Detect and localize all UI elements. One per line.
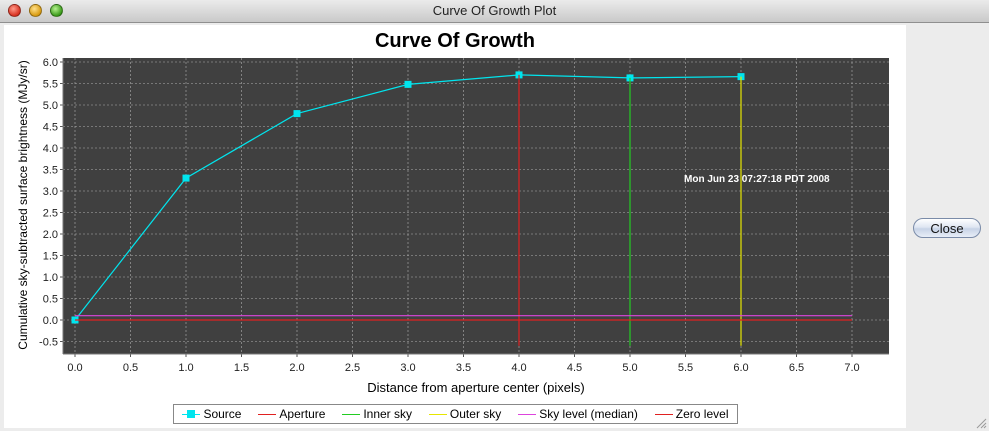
- x-tick-label: 7.0: [844, 362, 859, 374]
- x-tick-label: 6.0: [733, 362, 748, 374]
- axes: 0.0 0.5 1.0 1.5 2.0 2.5 3.0 3.5 4.0 4.5 5.0 5.5 6.0 6…: [39, 57, 889, 374]
- y-tick-label: 5.0: [43, 100, 58, 112]
- y-tick-label: 0.0: [43, 315, 58, 327]
- y-tick-label: 4.0: [43, 143, 58, 155]
- legend-label: Outer sky: [449, 407, 502, 421]
- y-tick-label: 2.5: [43, 208, 58, 220]
- y-tick-label: 0.5: [43, 294, 58, 306]
- x-tick-label: 3.0: [400, 362, 415, 374]
- chart-legend: Source Aperture Inner sky Outer sky Sky leve…: [173, 404, 738, 424]
- window-close-icon[interactable]: [8, 4, 21, 17]
- y-tick-label: 1.0: [43, 272, 58, 284]
- y-tick-label: 3.0: [43, 186, 58, 198]
- y-tick-label: 5.5: [43, 79, 58, 91]
- x-tick-label: 0.0: [67, 362, 82, 374]
- legend-symbol-icon: [342, 409, 361, 419]
- legend-label: Zero level: [675, 407, 729, 421]
- x-tick-label: 2.0: [289, 362, 304, 374]
- legend-item-zero-level: Zero level: [654, 407, 729, 421]
- y-tick-label: 4.5: [43, 122, 58, 134]
- x-tick-label: 2.5: [345, 362, 360, 374]
- window-titlebar: Curve Of Growth Plot: [0, 0, 989, 23]
- x-tick-label: 4.0: [511, 362, 526, 374]
- chart-title: Curve Of Growth: [375, 30, 535, 52]
- legend-label: Source: [203, 407, 242, 421]
- y-tick-label: 3.5: [43, 165, 58, 177]
- legend-item-outer-sky: Outer sky: [428, 407, 502, 421]
- x-axis-label: Distance from aperture center (pixels): [367, 380, 584, 395]
- x-tick-label: 5.0: [622, 362, 637, 374]
- plot-area: [63, 58, 889, 354]
- x-tick-label: 6.5: [789, 362, 804, 374]
- y-tick-label: 1.5: [43, 251, 58, 263]
- legend-symbol-icon: [258, 409, 277, 419]
- x-tick-label: 5.5: [678, 362, 693, 374]
- window-minimize-icon[interactable]: [29, 4, 42, 17]
- resize-grip-icon[interactable]: [975, 417, 987, 429]
- source-point: [404, 80, 412, 88]
- x-tick-label: 0.5: [123, 362, 138, 374]
- legend-item-source: Source: [182, 407, 241, 421]
- legend-item-sky-level-median: Sky level (median): [518, 407, 638, 421]
- legend-label: Aperture: [279, 407, 326, 421]
- legend-symbol-icon: [518, 409, 537, 419]
- y-tick-label: -0.5: [39, 337, 58, 349]
- legend-symbol-icon: [182, 409, 201, 419]
- legend-label: Inner sky: [363, 407, 413, 421]
- legend-symbol-icon: [654, 409, 673, 419]
- legend-symbol-icon: [428, 409, 447, 419]
- legend-item-inner-sky: Inner sky: [342, 407, 412, 421]
- window-zoom-icon[interactable]: [50, 4, 63, 17]
- y-tick-label: 6.0: [43, 57, 58, 69]
- y-axis-label: Cumulative sky-subtracted surface bright…: [16, 60, 30, 349]
- series-layer: [71, 71, 852, 346]
- close-button[interactable]: Close: [913, 218, 981, 238]
- source-point: [182, 174, 190, 182]
- x-tick-label: 4.5: [567, 362, 582, 374]
- legend-label: Sky level (median): [539, 407, 638, 421]
- y-tick-label: 2.0: [43, 229, 58, 241]
- timestamp-annotation: Mon Jun 23 07:27:18 PDT 2008: [684, 174, 830, 185]
- source-point: [293, 110, 301, 118]
- x-tick-label: 1.5: [234, 362, 249, 374]
- x-tick-label: 3.5: [456, 362, 471, 374]
- x-tick-label: 1.0: [178, 362, 193, 374]
- legend-item-aperture: Aperture: [258, 407, 325, 421]
- window-title: Curve Of Growth Plot: [432, 3, 557, 18]
